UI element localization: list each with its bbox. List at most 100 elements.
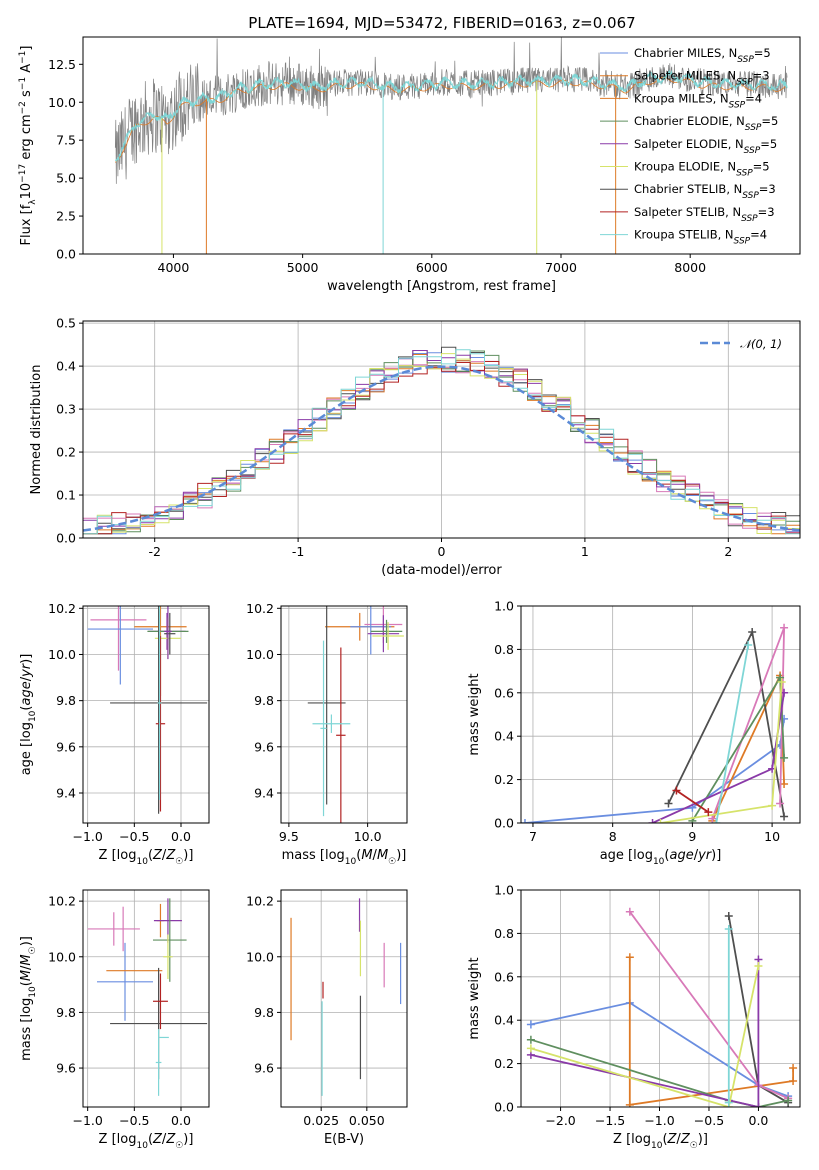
x-tick-label: 10.0	[354, 829, 382, 844]
label-part: M	[377, 848, 388, 863]
x-tick-label: 9.5	[279, 829, 299, 844]
x-axis-label: Z [log10(Z/Z☉)]	[99, 848, 194, 867]
weight-point-marker	[780, 812, 789, 821]
weight-point-marker	[777, 677, 786, 686]
weight-series-line	[530, 1001, 789, 1098]
label-part: /	[694, 848, 699, 863]
label-part: 10	[136, 1141, 148, 1151]
y-tick-label: 9.6	[254, 1061, 274, 1076]
y-tick-label: 0.2	[56, 445, 76, 460]
weight-point-marker	[724, 912, 733, 921]
weight-point-marker	[748, 628, 757, 637]
x-axis-label: E(B-V)	[324, 1132, 364, 1147]
label-part: /	[373, 848, 378, 863]
label-part: )]	[19, 654, 34, 664]
legend-entry: Salpeter STELIB, NSSP=3	[634, 205, 775, 224]
weight-point-marker	[664, 799, 673, 808]
axes-mass-vs-EBV: 0.025 0.050 9.6 9.8 10.0 10.2 E(B-V)	[246, 889, 408, 1147]
y-tick-label: 9.8	[254, 1005, 274, 1020]
spectrum-model-line	[114, 69, 788, 163]
label-part: SSP	[737, 55, 754, 65]
axes-frame	[520, 889, 801, 1108]
x-tick-label: 2	[724, 544, 732, 559]
plot-area	[307, 606, 404, 823]
label-part: )]	[19, 936, 34, 946]
x-tick-label: −1.5	[595, 1113, 625, 1128]
y-axis-label: Normed distribution	[29, 365, 44, 495]
weight-series-line	[715, 644, 750, 823]
y-tick-label: 0.2	[494, 772, 514, 787]
label-part: Flux [f	[19, 204, 34, 245]
x-axis-label: age [log10(age/yr)]	[600, 848, 722, 867]
label-part: M	[361, 848, 372, 863]
label-part: Chabrier ELODIE, N	[634, 114, 745, 128]
y-axis-label: mass [log10(M/M☉)]	[19, 936, 38, 1061]
label-part: Chabrier STELIB, N	[634, 182, 742, 196]
label-part: =5	[761, 114, 778, 128]
legend-entry: Kroupa STELIB, NSSP=4	[634, 228, 767, 247]
weight-point-marker	[724, 925, 733, 934]
label-part: 10	[136, 857, 148, 867]
label-part: =3	[753, 69, 770, 83]
x-tick-label: 9	[688, 829, 696, 844]
label-part: M	[19, 954, 34, 965]
axes-age-vs-Z: −1.0 −0.5 0.09.49.69.810.010.2Z [log10(Z/Z…	[19, 601, 210, 867]
label-part: Z	[152, 848, 163, 863]
y-tick-label: 0.6	[494, 685, 514, 700]
label-part: SSP	[745, 123, 762, 133]
weight-point-marker	[776, 799, 785, 808]
weight-point-marker	[712, 819, 721, 823]
label-part: Z [log	[99, 848, 137, 863]
label-part: (	[148, 848, 153, 863]
label-part: −2	[18, 101, 28, 114]
label-part: A	[19, 64, 34, 77]
label-part: 10	[345, 857, 357, 867]
label-part: −1	[18, 51, 28, 64]
label-part: /	[162, 848, 167, 863]
label-part: age [log	[600, 848, 653, 863]
y-tick-label: 9.6	[254, 739, 274, 754]
legend-entry: Salpeter MILES, NSSP=3	[634, 69, 770, 88]
plot-area	[521, 623, 789, 823]
label-part: =5	[760, 137, 777, 151]
x-tick-label: −0.5	[694, 1113, 724, 1128]
weight-point-marker	[780, 753, 789, 762]
label-part: /	[162, 1132, 167, 1147]
y-tick-label: 12.5	[48, 57, 76, 72]
y-tick-label: 9.8	[254, 693, 274, 708]
y-tick-label: 10.2	[48, 894, 76, 909]
y-tick-label: 0.4	[56, 359, 76, 374]
label-part: ☉	[690, 1141, 698, 1151]
x-axis-label: Z [log10(Z/Z☉)]	[613, 1132, 708, 1151]
label-part: Z	[165, 1132, 176, 1147]
y-tick-label: 10.2	[246, 601, 274, 616]
label-part: ☉	[28, 946, 38, 954]
axes-frame	[280, 605, 408, 824]
weight-point-marker	[780, 623, 789, 632]
x-tick-label: −2.0	[545, 1113, 575, 1128]
y-tick-label: 10.0	[48, 95, 76, 110]
weight-point-marker	[724, 1098, 733, 1107]
weight-point-marker	[754, 1103, 763, 1107]
weight-point-marker	[648, 819, 657, 823]
x-tick-label: −0.5	[119, 829, 149, 844]
x-tick-label: 8	[609, 829, 617, 844]
label-part: mass [log	[282, 848, 345, 863]
y-tick-label: 10.0	[246, 949, 274, 964]
plot-area	[87, 606, 208, 814]
y-tick-label: 0.3	[56, 402, 76, 417]
weight-point-marker	[789, 1076, 798, 1085]
weight-point-marker	[754, 961, 763, 970]
label-part: mass [log	[19, 998, 34, 1061]
axes-frame	[82, 36, 801, 255]
histogram-8	[83, 349, 800, 535]
label-part: ☉	[175, 1141, 183, 1151]
label-part: Kroupa ELODIE, N	[634, 160, 736, 174]
y-tick-label: 10.0	[48, 647, 76, 662]
x-tick-label: −1.0	[72, 1113, 102, 1128]
label-part: λ	[28, 199, 38, 205]
label-part: (	[662, 1132, 667, 1147]
y-tick-label: 0.6	[494, 969, 514, 984]
axes-frame	[82, 889, 210, 1108]
